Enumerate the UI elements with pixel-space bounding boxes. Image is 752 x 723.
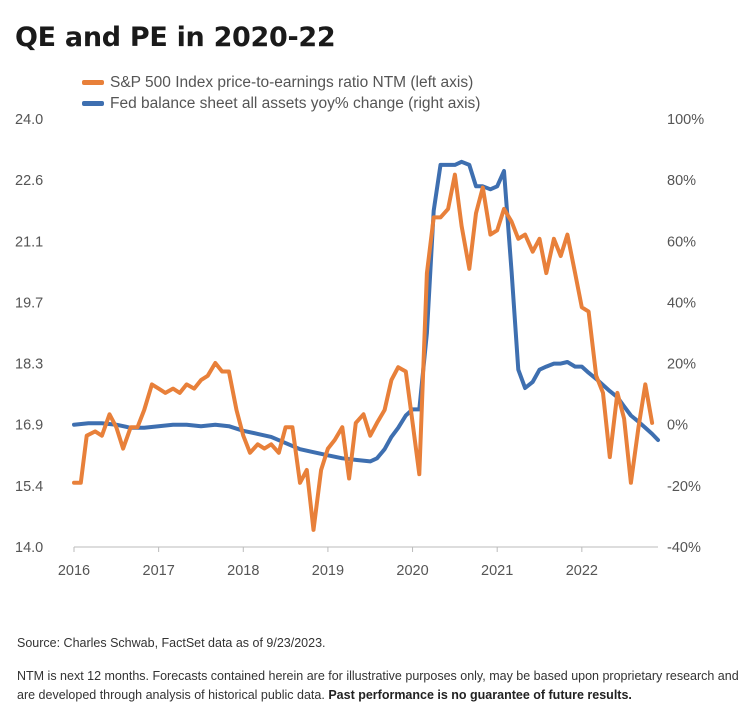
left-axis: 24.0 22.6 21.1 19.7 18.3 16.9 15.4 14.0 bbox=[15, 112, 43, 556]
legend: S&P 500 Index price-to-earnings ratio NT… bbox=[82, 72, 480, 114]
legend-label-pe: S&P 500 Index price-to-earnings ratio NT… bbox=[110, 73, 474, 91]
line-chart: 24.0 22.6 21.1 19.7 18.3 16.9 15.4 14.0 100% 80%… bbox=[15, 112, 704, 579]
right-axis: 100% 80% 60% 40% 20% 0% -20% -40% bbox=[667, 112, 704, 556]
x-axis: 2016 2017 2018 2019 2020 2021 2022 bbox=[58, 547, 598, 579]
disclaimer-note: NTM is next 12 months. Forecasts contain… bbox=[17, 667, 739, 705]
right-tick-label: 20% bbox=[667, 357, 696, 373]
legend-label-fed: Fed balance sheet all assets yoy% change… bbox=[110, 94, 481, 112]
x-tick-label: 2020 bbox=[396, 563, 428, 579]
left-tick-label: 24.0 bbox=[15, 112, 43, 128]
chart-title: QE and PE in 2020-22 bbox=[15, 22, 336, 53]
disclaimer-bold: Past performance is no guarantee of futu… bbox=[328, 688, 632, 702]
x-tick-label: 2017 bbox=[143, 563, 175, 579]
left-tick-label: 18.3 bbox=[15, 357, 43, 373]
right-tick-label: -20% bbox=[667, 479, 701, 495]
left-tick-label: 19.7 bbox=[15, 295, 43, 311]
right-tick-label: 100% bbox=[667, 112, 704, 128]
right-tick-label: 80% bbox=[667, 173, 696, 189]
right-tick-label: 40% bbox=[667, 295, 696, 311]
x-tick-label: 2019 bbox=[312, 563, 344, 579]
left-tick-label: 21.1 bbox=[15, 234, 43, 250]
left-tick-label: 16.9 bbox=[15, 418, 43, 434]
disclaimer-text: NTM is next 12 months. Forecasts contain… bbox=[17, 669, 739, 702]
right-tick-label: 0% bbox=[667, 418, 688, 434]
source-note: Source: Charles Schwab, FactSet data as … bbox=[17, 636, 326, 650]
legend-item-fed: Fed balance sheet all assets yoy% change… bbox=[82, 93, 480, 114]
series-line-fed bbox=[72, 159, 660, 464]
legend-item-pe: S&P 500 Index price-to-earnings ratio NT… bbox=[82, 72, 480, 93]
x-tick-label: 2016 bbox=[58, 563, 90, 579]
x-tick-label: 2021 bbox=[481, 563, 513, 579]
series-line-pe bbox=[72, 172, 655, 532]
legend-swatch-pe bbox=[82, 80, 104, 85]
x-tick-label: 2018 bbox=[227, 563, 259, 579]
x-tick-label: 2022 bbox=[566, 563, 598, 579]
legend-swatch-fed bbox=[82, 101, 104, 106]
left-tick-label: 22.6 bbox=[15, 173, 43, 189]
left-tick-label: 15.4 bbox=[15, 479, 43, 495]
series-layer bbox=[72, 159, 660, 532]
right-tick-label: -40% bbox=[667, 540, 701, 556]
left-tick-label: 14.0 bbox=[15, 540, 43, 556]
right-tick-label: 60% bbox=[667, 234, 696, 250]
